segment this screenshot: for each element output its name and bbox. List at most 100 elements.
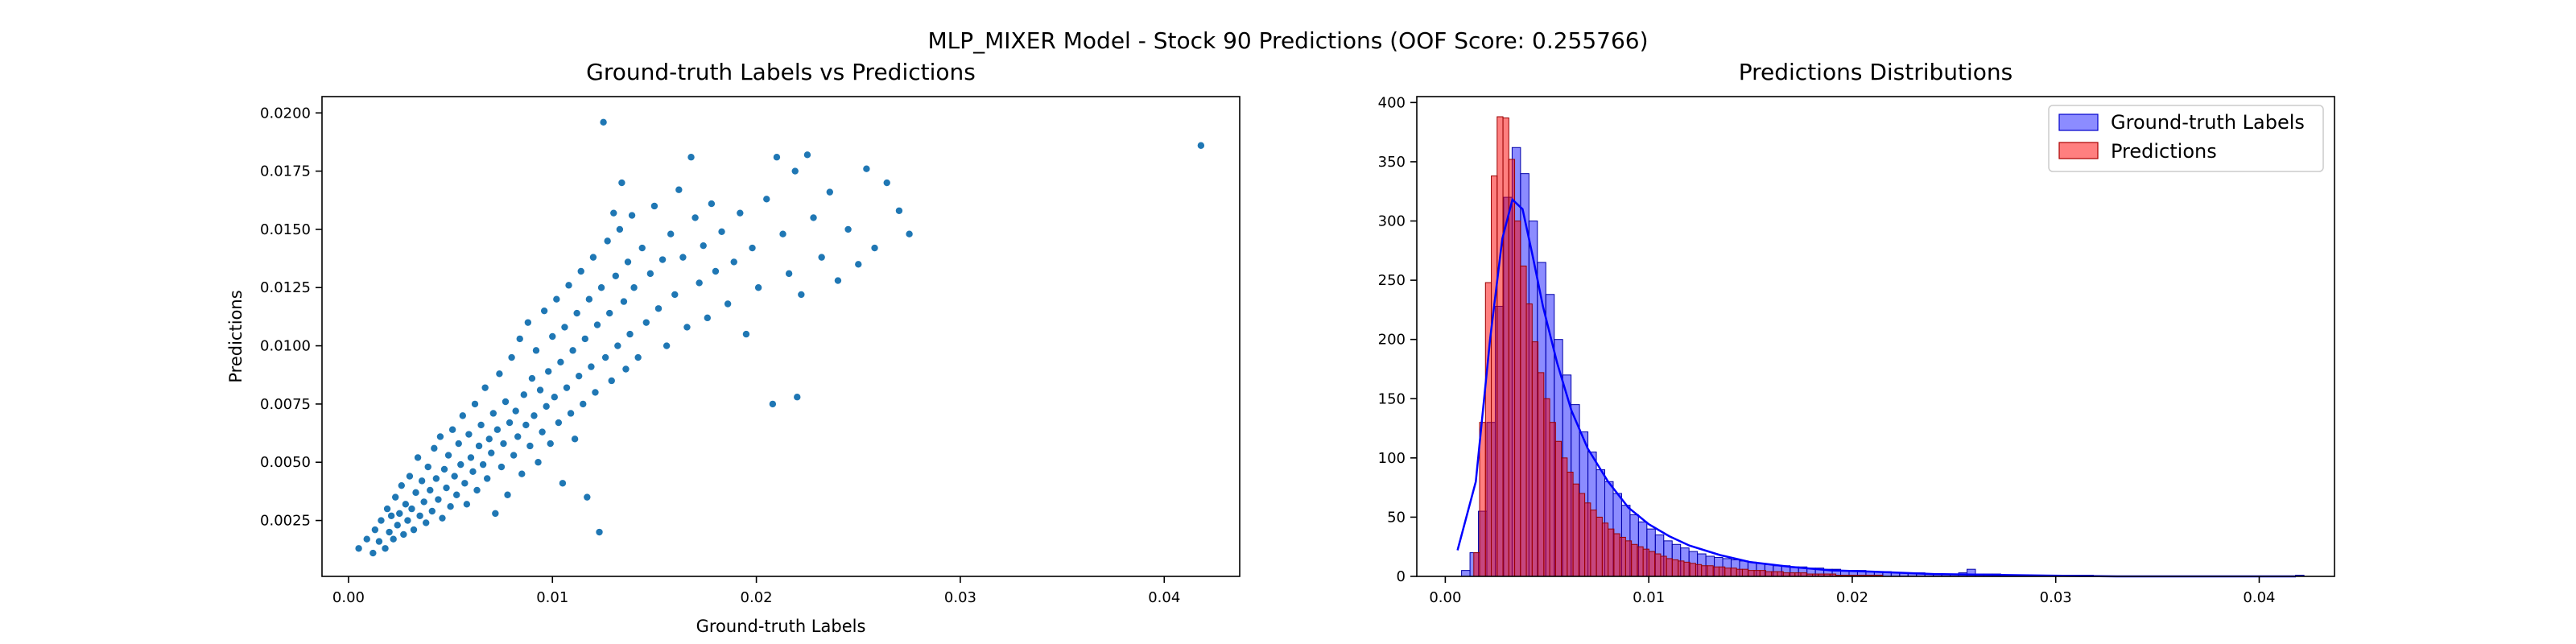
scatter-point (711, 266, 720, 275)
scatter-point (446, 502, 455, 511)
scatter-chart: Ground-truth Labels vs Predictions 0.00 0… (226, 59, 1241, 636)
scatter-y-tick-label: 0.0125 (260, 279, 311, 296)
scatter-point (882, 179, 891, 188)
scatter-point (536, 386, 545, 394)
scatter-point (683, 323, 691, 332)
scatter-point (475, 441, 484, 450)
scatter-point (481, 383, 489, 392)
scatter-point (552, 295, 561, 303)
scatter-point (542, 402, 551, 411)
scatter-title: Ground-truth Labels vs Predictions (586, 59, 976, 85)
scatter-point (511, 407, 520, 415)
scatter-point (862, 164, 871, 173)
scatter-y-axis: 0.0025 0.0050 0.0075 0.0100 0.0125 0.0150 0.01… (260, 105, 322, 530)
scatter-x-tick-label: 0.00 (332, 589, 365, 606)
predictions-bar (1718, 566, 1726, 577)
scatter-point (491, 509, 500, 518)
scatter-point (625, 330, 634, 339)
scatter-point (679, 253, 687, 262)
scatter-point (601, 353, 610, 362)
histogram-y-tick-label: 300 (1378, 213, 1406, 230)
scatter-point (407, 505, 416, 514)
scatter-y-tick-label: 0.0050 (260, 454, 311, 471)
histogram-y-tick-label: 350 (1378, 154, 1406, 171)
scatter-point (605, 309, 614, 318)
scatter-point (791, 167, 799, 175)
scatter-point (519, 390, 528, 399)
predictions-bar (1502, 117, 1509, 577)
scatter-point (797, 290, 806, 299)
scatter-point (772, 153, 781, 162)
scatter-point (630, 283, 638, 292)
scatter-point (624, 258, 633, 266)
scatter-point (817, 253, 826, 262)
histogram-legend: Ground-truth Labels Predictions (2048, 105, 2324, 172)
histogram-y-axis: 0 50 100 150 200 250 300 350 400 (1378, 94, 1417, 585)
scatter-point (803, 151, 811, 159)
scatter-point (448, 425, 457, 434)
scatter-y-tick-label: 0.0075 (260, 396, 311, 413)
scatter-point (462, 500, 471, 509)
scatter-point (431, 474, 440, 483)
predictions-bar (1642, 548, 1649, 577)
scatter-point (599, 118, 608, 126)
scatter-point (534, 458, 543, 467)
scatter-point (546, 440, 555, 448)
scatter-point (401, 500, 410, 509)
histogram-y-tick-label: 150 (1378, 390, 1406, 407)
scatter-point (479, 460, 488, 469)
scatter-point (703, 313, 712, 322)
predictions-bar (1666, 558, 1673, 577)
scatter-point (619, 297, 628, 306)
scatter-point (729, 258, 738, 266)
predictions-bar (1520, 265, 1527, 577)
scatter-point (613, 341, 622, 350)
histogram-y-tick-label: 100 (1378, 450, 1406, 467)
predictions-bar (1484, 282, 1492, 577)
histogram-y-tick-label: 400 (1378, 94, 1406, 111)
predictions-bar (1759, 570, 1767, 577)
scatter-point (588, 253, 597, 262)
scatter-point (458, 411, 467, 420)
scatter-point (418, 477, 427, 485)
scatter-points (354, 118, 1205, 558)
predictions-bar (1619, 536, 1626, 577)
scatter-point (540, 307, 549, 316)
scatter-point (530, 411, 539, 420)
scatter-y-tick-label: 0.0200 (260, 105, 311, 122)
scatter-point (748, 244, 757, 253)
histogram-x-tick-label: 0.03 (2040, 589, 2072, 606)
scatter-point (391, 493, 400, 502)
scatter-point (558, 479, 567, 488)
scatter-point (575, 372, 584, 381)
scatter-point (454, 440, 463, 448)
scatter-point (399, 530, 408, 539)
scatter-point (579, 399, 588, 408)
scatter-point (699, 242, 708, 250)
predictions-bar (1567, 471, 1574, 577)
scatter-y-tick-label: 0.0025 (260, 513, 311, 530)
scatter-point (495, 369, 504, 378)
scatter-point (387, 511, 396, 520)
legend-label-ground-truth: Ground-truth Labels (2111, 111, 2305, 134)
predictions-bar (1730, 568, 1737, 577)
scatter-point (362, 535, 371, 543)
scatter-y-tick-label: 0.0175 (260, 163, 311, 180)
scatter-point (642, 318, 650, 327)
scatter-point (397, 481, 406, 490)
scatter-point (654, 304, 663, 313)
scatter-point (564, 281, 573, 290)
scatter-x-tick-label: 0.04 (1148, 589, 1180, 606)
scatter-point (438, 514, 447, 522)
scatter-point (650, 201, 658, 210)
scatter-point (526, 441, 535, 450)
predictions-bar (1538, 372, 1545, 577)
scatter-point (595, 528, 604, 537)
scatter-point (560, 323, 569, 332)
scatter-point (741, 330, 750, 339)
predictions-bar (1736, 568, 1743, 577)
predictions-bar (1596, 516, 1603, 577)
ground-truth-bar (1461, 570, 1471, 577)
predictions-bar (1496, 116, 1504, 577)
